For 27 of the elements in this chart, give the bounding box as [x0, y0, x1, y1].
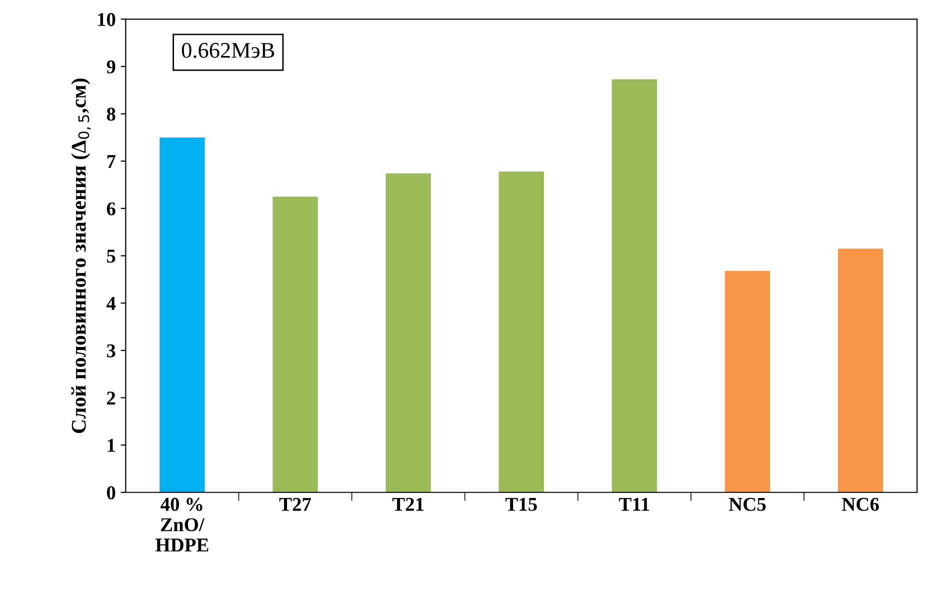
x-tick-label: T21	[392, 498, 424, 511]
bar	[838, 248, 884, 492]
y-tick-label: 10	[98, 12, 116, 26]
y-tick-label: 4	[106, 297, 116, 310]
y-tick-label: 2	[107, 392, 116, 404]
y-tick-label: 3	[106, 344, 116, 358]
y-tick-label: 1	[108, 438, 115, 452]
x-tick-label: T11	[619, 498, 650, 511]
bar	[160, 137, 205, 492]
x-tick-label: T27	[279, 498, 311, 511]
y-tick-label: 9	[106, 60, 116, 74]
y-tick-label: 8	[106, 108, 116, 121]
bar	[272, 196, 318, 492]
x-tick-label: T15	[505, 498, 537, 511]
annotation: 0.662МэВ	[182, 42, 274, 58]
y-tick-label: 7	[107, 155, 116, 168]
x-tick-label: 40 % ZnO/ HDPE	[156, 498, 208, 552]
y-tick-label: 6	[106, 202, 116, 216]
y-tick-label: 0	[106, 486, 116, 500]
x-tick-label: NC6	[842, 498, 879, 511]
x-tick-label: NC5	[728, 498, 766, 511]
y-tick-label: 5	[107, 250, 116, 263]
bar	[386, 173, 431, 492]
y-axis-title: Слой половинного значения (Δ$_{0,5}$,см)	[71, 78, 91, 433]
bar	[612, 79, 658, 492]
bar	[724, 270, 770, 492]
bar	[498, 172, 544, 492]
